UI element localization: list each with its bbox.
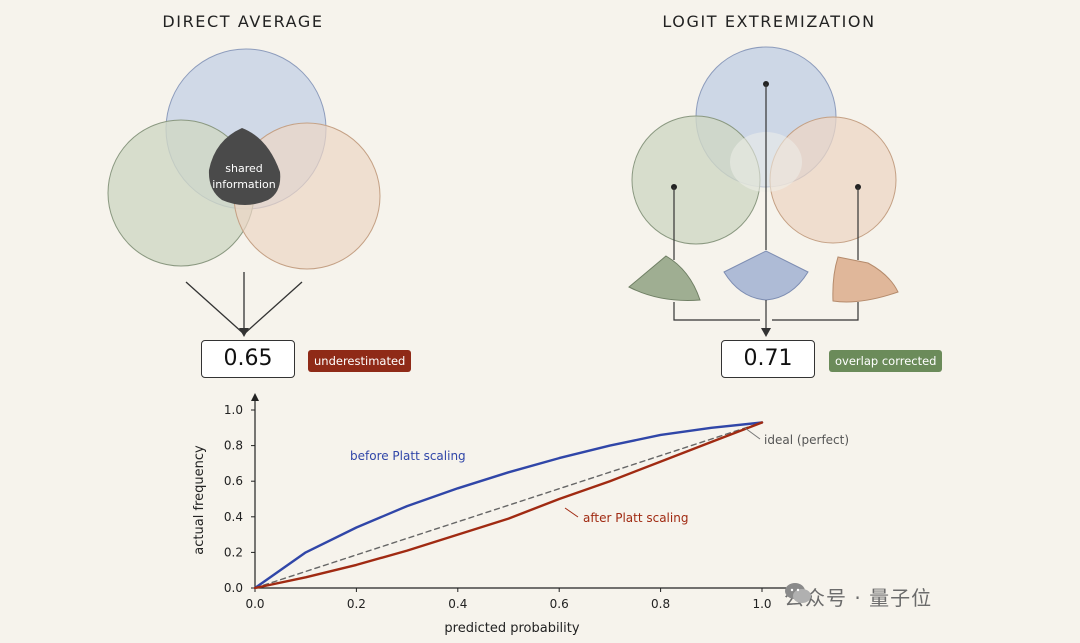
y-tick-label: 0.2	[224, 545, 243, 559]
x-tick-label: 1.0	[752, 597, 771, 611]
wechat-icon	[785, 583, 811, 603]
after-platt-series-line	[253, 421, 764, 590]
orange-sector	[832, 256, 899, 303]
right-connector-left	[673, 302, 760, 321]
blue-sector	[723, 250, 809, 301]
y-tick-label: 1.0	[224, 403, 243, 417]
after-platt-series-label: after Platt scaling	[583, 511, 688, 525]
x-tick-label: 0.6	[550, 597, 569, 611]
left-connector-1	[185, 281, 245, 335]
right-arrowhead	[761, 328, 771, 337]
direct-average-title: DIRECT AVERAGE	[162, 12, 324, 31]
x-tick-label: 0.2	[347, 597, 366, 611]
y-axis-arrowhead	[251, 393, 259, 401]
shared-information-region	[208, 128, 281, 205]
logit-extremization-value: 0.71	[721, 340, 815, 378]
x-axis-label: predicted probability	[444, 621, 579, 636]
shared-label-line2: information	[212, 178, 276, 191]
logit-extremization-title: LOGIT EXTREMIZATION	[662, 12, 876, 31]
y-tick-label: 0.4	[224, 510, 243, 524]
direct-average-value: 0.65	[201, 340, 295, 378]
overlap-corrected-tag: overlap corrected	[829, 350, 943, 372]
right-connector-right	[772, 302, 859, 321]
y-tick-label: 0.8	[224, 439, 243, 453]
logit-extremization-venn	[628, 46, 899, 337]
x-tick-label: 0.4	[448, 597, 467, 611]
left-arrowhead	[239, 328, 249, 337]
y-axis-label: actual frequency	[192, 445, 207, 555]
watermark: 公众号 · 量子位	[784, 582, 932, 611]
x-tick-label: 0.8	[651, 597, 670, 611]
underestimated-tag: underestimated	[308, 350, 412, 372]
direct-average-venn: shared information	[107, 48, 381, 337]
before-platt-series-line	[253, 421, 764, 590]
left-connector-3	[243, 281, 303, 335]
shared-label-line1: shared	[225, 162, 262, 175]
ideal-series-label: ideal (perfect)	[764, 433, 849, 447]
after-label-leader	[564, 507, 579, 518]
y-tick-label: 0.0	[224, 581, 243, 595]
y-tick-label: 0.6	[224, 474, 243, 488]
green-sector	[628, 255, 701, 301]
chart-labels: predicted probability actual frequency bef…	[192, 427, 849, 636]
chart-ticks: 0.0 0.2 0.4 0.6 0.8 1.0 0.0 0.2 0.4 0.6 0.8 1.0	[224, 403, 772, 611]
x-tick-label: 0.0	[245, 597, 264, 611]
chart-series	[253, 421, 764, 590]
ideal-label-leader	[744, 427, 761, 440]
before-platt-series-label: before Platt scaling	[350, 449, 466, 463]
ideal-series-line	[254, 421, 763, 589]
